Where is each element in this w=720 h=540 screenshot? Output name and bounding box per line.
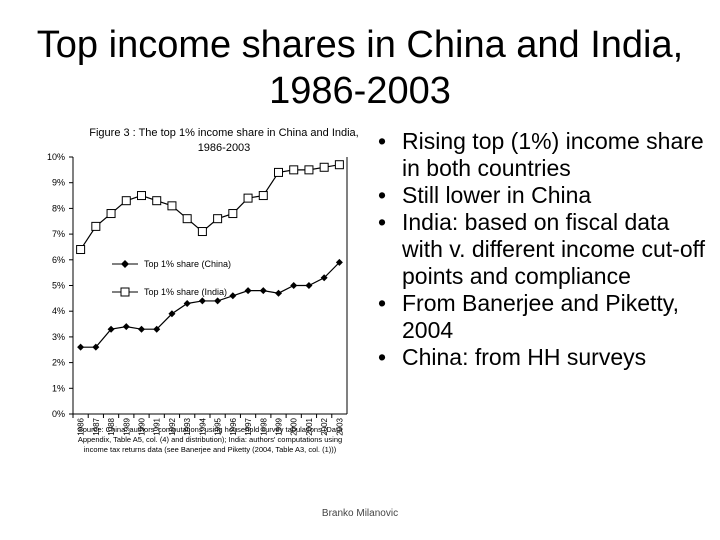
data-point-india — [182, 214, 192, 224]
data-point-china — [214, 297, 222, 305]
x-tick-label: 1995 — [214, 417, 223, 435]
data-point-india — [289, 165, 299, 175]
data-point-india — [152, 196, 162, 206]
y-tick-label: 5% — [52, 281, 65, 291]
legend-swatch-india — [112, 287, 138, 297]
data-point-china — [335, 258, 343, 266]
data-point-india — [91, 221, 101, 231]
bullet-item: • India: based on fiscal data with v. dif… — [378, 209, 708, 290]
data-point-china — [244, 287, 252, 295]
legend-swatch-china — [112, 260, 138, 268]
series-line-india — [80, 164, 340, 250]
figure-title: Figure 3 : The top 1% income share in Ch… — [89, 127, 359, 154]
data-point-china — [122, 323, 130, 331]
x-tick-label: 1998 — [259, 417, 268, 435]
x-tick-label: 1989 — [122, 417, 131, 435]
y-tick-label: 0% — [52, 409, 65, 419]
data-point-india — [167, 201, 177, 211]
bullet-icon: • — [378, 182, 387, 208]
x-tick-label: 2000 — [290, 417, 299, 435]
x-tick-label: 2001 — [305, 417, 314, 435]
x-tick-label: 1996 — [229, 417, 238, 435]
x-tick-label: 1986 — [77, 417, 86, 435]
footer-author: Branko Milanovic — [321, 508, 399, 519]
bullet-icon: • — [378, 128, 387, 154]
legend-label-china: Top 1% share (China) — [144, 259, 232, 269]
bullet-item: • China: from HH surveys — [378, 344, 708, 371]
data-point-china — [168, 310, 176, 318]
y-tick-label: 7% — [52, 229, 65, 239]
bullet-item: • From Banerjee and Piketty, 2004 — [378, 290, 708, 344]
x-tick-label: 1994 — [198, 417, 207, 435]
data-point-india — [274, 167, 283, 177]
data-point-china — [259, 287, 267, 295]
data-point-india — [304, 165, 314, 175]
data-point-china — [290, 282, 298, 289]
bullet-icon: • — [378, 344, 387, 370]
x-tick-label: 1988 — [107, 417, 116, 435]
data-point-india — [121, 196, 131, 206]
y-tick-label: 8% — [52, 203, 65, 213]
y-tick-label: 2% — [52, 358, 65, 368]
data-point-china — [275, 289, 282, 297]
bullet-item: • Still lower in China — [378, 182, 708, 209]
data-point-china — [153, 325, 161, 333]
chart-legend: Top 1% share (China) Top 1% share (India… — [112, 250, 231, 306]
bullet-text: Still lower in China — [402, 182, 592, 208]
bullet-icon: • — [378, 290, 387, 316]
y-tick-label: 9% — [52, 178, 65, 188]
bullet-text: Rising top (1%) income share in both cou… — [402, 128, 704, 181]
data-point-india — [197, 227, 207, 237]
data-point-china — [305, 282, 313, 289]
data-point-india — [258, 191, 268, 201]
data-point-india — [243, 193, 253, 203]
slide-title: Top income shares in China and India, 19… — [36, 24, 684, 112]
data-point-india — [137, 191, 146, 201]
data-point-india — [106, 209, 116, 219]
data-point-india — [319, 162, 329, 172]
y-tick-label: 4% — [52, 306, 65, 316]
x-tick-label: 2003 — [335, 417, 344, 435]
bullet-text: From Banerjee and Piketty, 2004 — [402, 290, 679, 343]
legend-item-india: Top 1% share (India) — [112, 278, 231, 306]
x-tick-label: 1991 — [153, 417, 162, 435]
data-point-china — [183, 299, 191, 307]
bullet-text: India: based on fiscal data with v. diff… — [402, 209, 705, 289]
x-tick-label: 1987 — [92, 417, 101, 435]
x-tick-label: 1990 — [138, 417, 147, 435]
data-point-india — [76, 245, 86, 255]
data-point-india — [334, 160, 344, 170]
legend-item-china: Top 1% share (China) — [112, 250, 231, 278]
x-tick-label: 1999 — [275, 417, 284, 435]
data-point-china — [229, 292, 237, 300]
data-point-china — [107, 325, 115, 333]
y-tick-label: 3% — [52, 332, 65, 342]
y-tick-label: 1% — [52, 383, 65, 393]
data-point-china — [320, 274, 328, 282]
x-tick-label: 1993 — [183, 417, 192, 435]
figure-source: Source: China: authors' computations usi… — [77, 425, 343, 454]
x-tick-label: 2002 — [320, 417, 329, 435]
bullet-icon: • — [378, 209, 387, 235]
y-tick-label: 6% — [52, 255, 65, 265]
data-point-china — [77, 343, 85, 351]
bullet-list: • Rising top (1%) income share in both co… — [378, 128, 708, 371]
legend-label-india: Top 1% share (India) — [144, 287, 228, 297]
bullet-text: China: from HH surveys — [402, 344, 647, 370]
data-point-india — [228, 209, 238, 219]
x-tick-label: 1997 — [244, 417, 253, 435]
bullet-item: • Rising top (1%) income share in both co… — [378, 128, 708, 182]
data-point-india — [213, 214, 223, 224]
y-tick-label: 10% — [47, 152, 65, 162]
data-point-china — [138, 325, 145, 333]
data-point-china — [198, 297, 206, 305]
x-tick-label: 1992 — [168, 417, 177, 435]
data-point-china — [92, 343, 100, 351]
